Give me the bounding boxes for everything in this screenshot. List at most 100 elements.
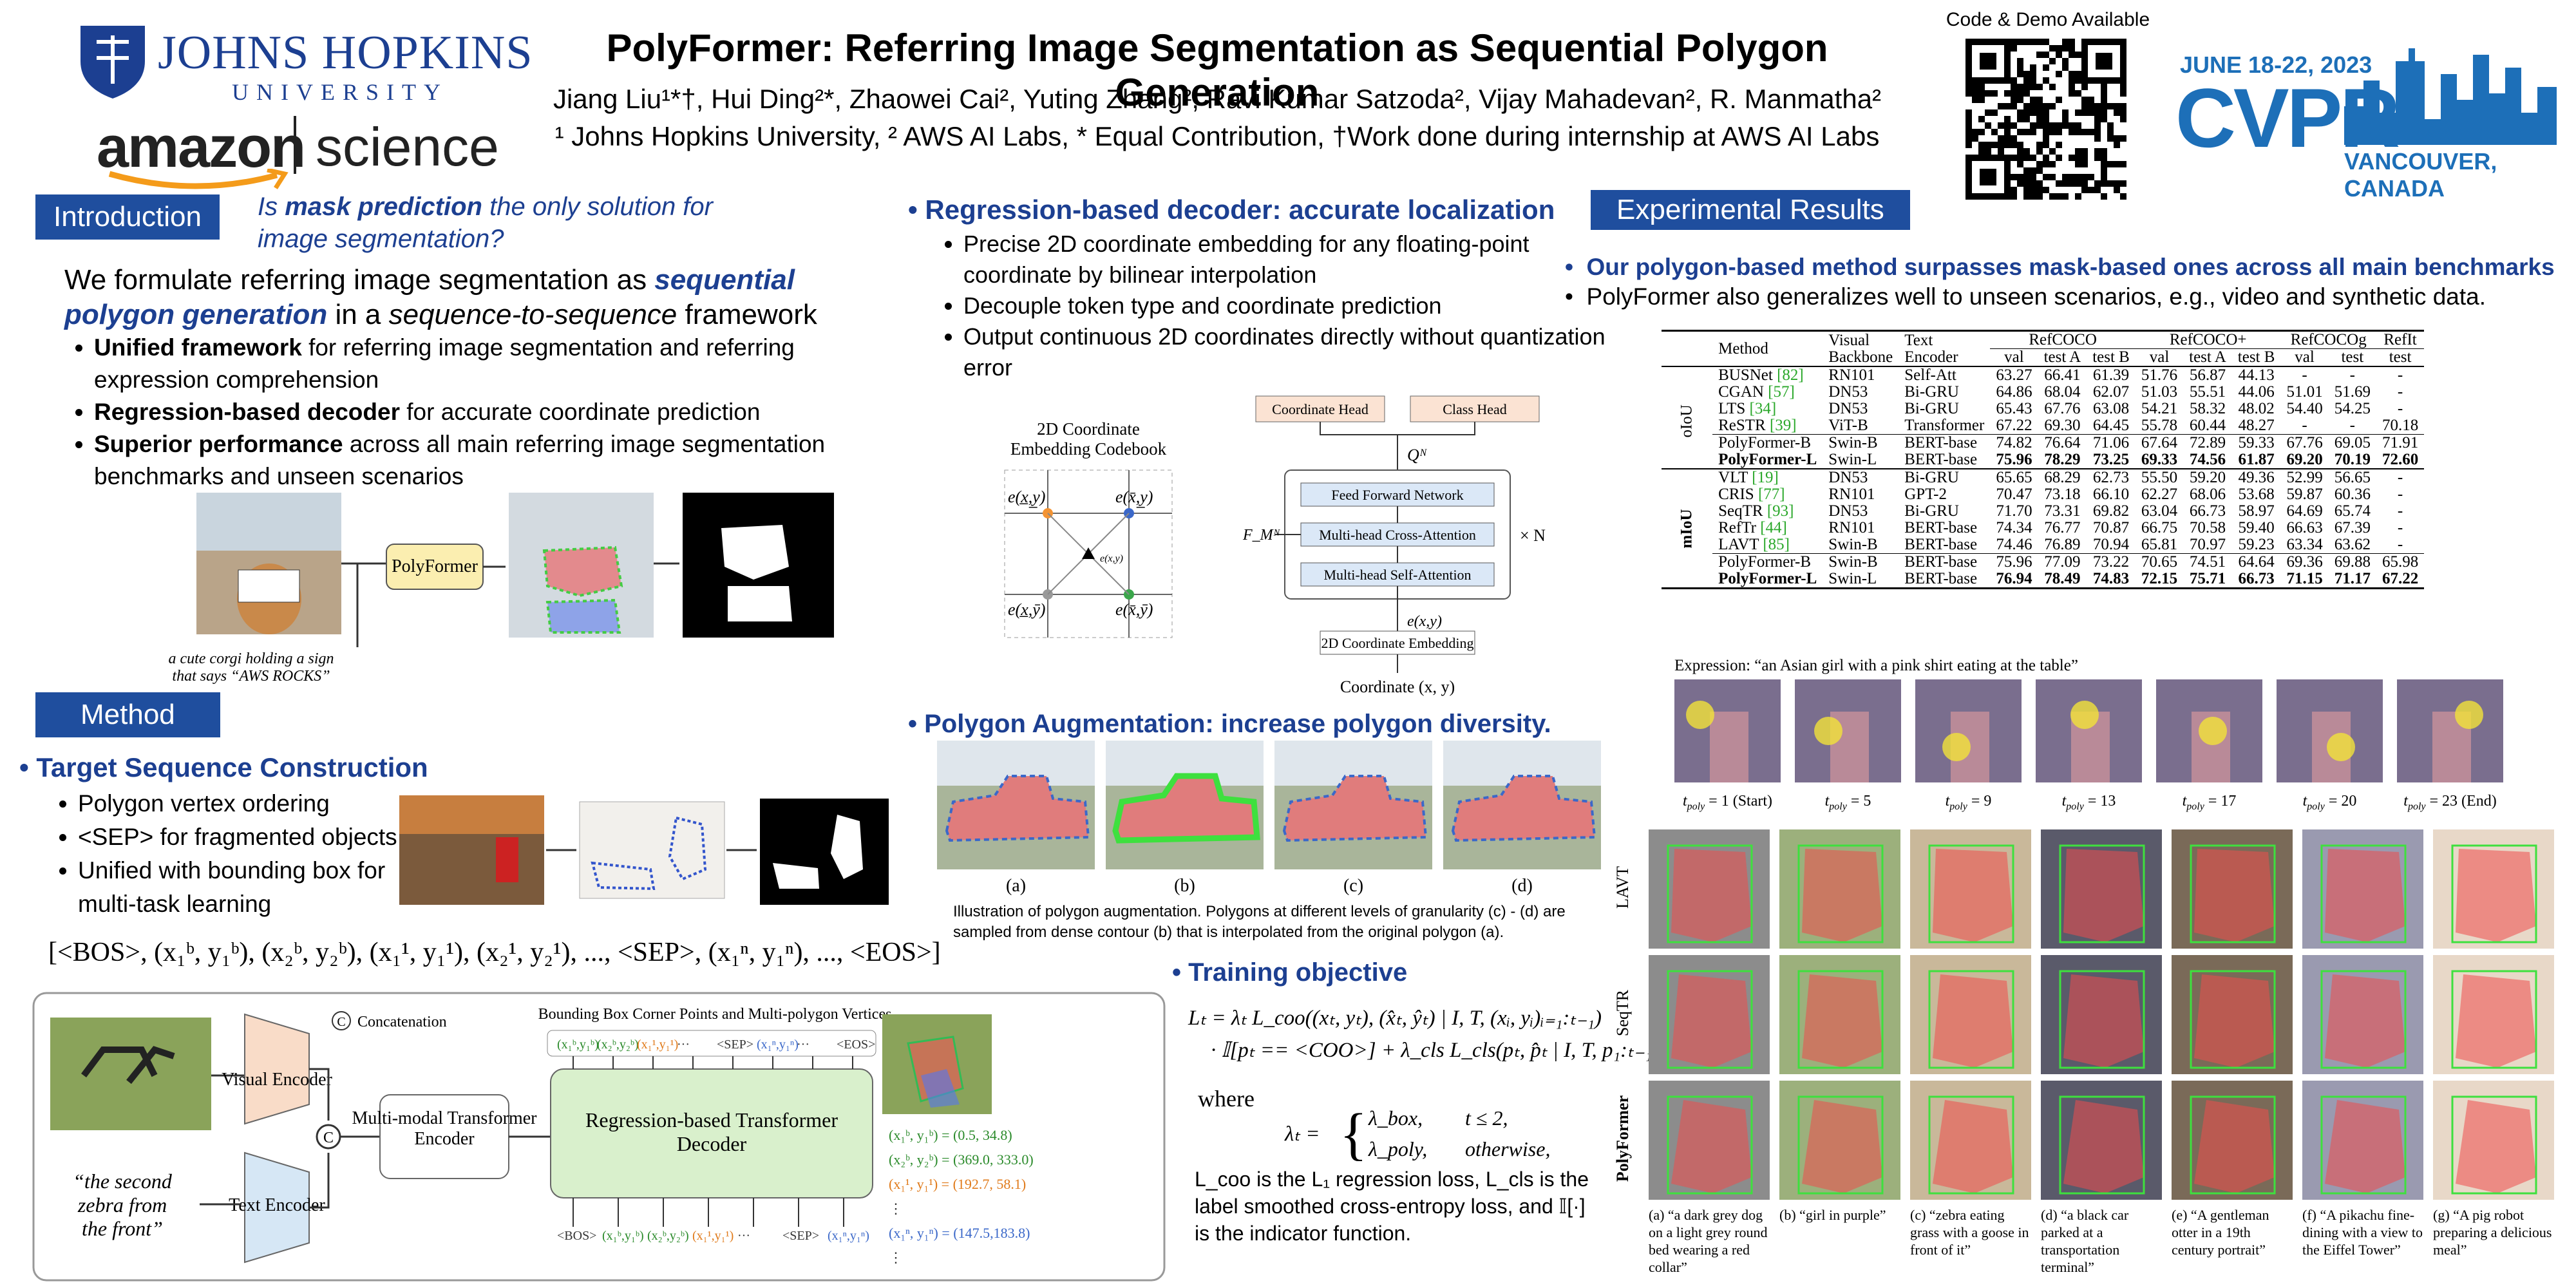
text: poly	[1687, 800, 1705, 812]
qr-module	[2075, 90, 2081, 97]
table-cell: 76.77	[2044, 519, 2081, 536]
qr-module	[2043, 174, 2049, 180]
section-heading: Introduction	[35, 194, 220, 240]
qr-module	[2017, 84, 2023, 90]
qr-module	[2036, 180, 2043, 187]
table-cell: 71.70	[1996, 502, 2032, 520]
qr-module	[1991, 142, 1998, 148]
text: t	[1682, 793, 1687, 810]
table-cell: 51.03	[2141, 383, 2178, 401]
header-row: val test A test B val test A test B val test tes…	[1662, 349, 2425, 366]
table-cell: 51.69	[2334, 383, 2371, 401]
text: PolyFormer also generalizes well to unse…	[1586, 283, 2486, 310]
method-cell: RefTr [44]	[1712, 520, 1823, 536]
text: = 5	[1846, 793, 1871, 810]
qr-module	[2023, 174, 2030, 180]
sign	[238, 569, 300, 603]
text: across all main referring image segmenta…	[94, 431, 826, 489]
qr-module	[2017, 174, 2023, 180]
figure-title: 2D Coordinate Embedding Codebook	[1010, 419, 1167, 459]
bullet: Precise 2D coordinate embedding for any …	[963, 229, 1607, 290]
bullet: <SEP> for fragmented objects	[78, 820, 439, 854]
qr-module	[2017, 71, 2023, 77]
cases: λ_box, t ≤ 2, λ_poly, otherwise,	[1368, 1103, 1550, 1164]
emphasis: sequence-to-sequence	[388, 299, 677, 330]
qr-module	[1998, 122, 2004, 129]
aug-label: (c)	[1343, 876, 1364, 896]
table-cell: 76.94	[1996, 570, 2032, 587]
emphasis: Superior performance	[94, 431, 343, 457]
table-cell: 59.87	[2286, 486, 2323, 503]
token-row: <BOS> (x₁ᵇ,y₁ᵇ) (x₂ᵇ,y₂ᵇ) (x₁¹,y₁¹) ··· <SEP>…	[557, 1198, 869, 1243]
qr-module	[1978, 97, 1985, 103]
output: (x₁ᵇ, y₁ᵇ) = (0.5, 34.8)	[889, 1127, 1012, 1143]
qr-module	[2036, 97, 2043, 103]
encoder-label: Text Encoder	[229, 1195, 325, 1215]
decoder-figure: 2D Coordinate Embedding Codebook e(x̲,y̲)…	[1004, 395, 1546, 696]
qr-module	[2036, 52, 2043, 58]
table-cell: 71.06	[2092, 434, 2130, 451]
qr-module	[2049, 103, 2056, 109]
path	[267, 169, 289, 189]
qr-module	[2049, 161, 2056, 167]
token: (x₁¹,y₁¹)	[692, 1229, 734, 1243]
table-cell: 73.18	[2044, 486, 2081, 503]
aug-image	[937, 741, 1095, 869]
qr-module	[2004, 122, 2011, 129]
symbol: Qᴺ	[1407, 446, 1428, 464]
qr-module	[2075, 193, 2081, 200]
text: t	[1945, 793, 1950, 810]
table-cell: 52.99	[2286, 469, 2323, 486]
text: Target Sequence Construction	[36, 752, 428, 782]
method-name: PolyFormer-B	[1718, 434, 1812, 451]
row-label: PolyFormer	[1613, 1095, 1632, 1182]
table-cell: GPT-2	[1904, 486, 1947, 503]
qr-module	[2114, 187, 2120, 193]
photo	[50, 1018, 211, 1130]
table-row: CRIS [77] RN101 GPT-2 70.47 73.18 66.10 62.27 6…	[1662, 486, 2424, 503]
qr-module	[2030, 77, 2036, 84]
header-cell: Visual Backbone	[1828, 331, 1893, 366]
qr-module	[2075, 174, 2081, 180]
qr-module	[1978, 116, 1985, 122]
qr-code	[1965, 39, 2126, 200]
method-cell: CGAN [57]	[1712, 384, 1823, 401]
qr-module	[2069, 180, 2075, 187]
jhu-shield	[80, 26, 145, 99]
token-row: (x₁ᵇ,y₁ᵇ)(x₂ᵇ,y₂ᵇ)(x₁¹,y₁¹)··· <SEP> (x₁ⁿ,…	[557, 1037, 875, 1069]
text: Polygon Augmentation: increase polygon d…	[924, 710, 1551, 738]
qr-module	[2017, 58, 2023, 64]
qr-module	[2043, 52, 2049, 58]
qr-module	[2094, 122, 2101, 129]
science-logo: science	[316, 117, 499, 177]
method-bullets: Polygon vertex ordering <SEP> for fragme…	[48, 787, 439, 921]
table-cell: Transformer	[1904, 417, 1985, 434]
box	[2190, 844, 2276, 943]
qr-module	[2120, 116, 2126, 122]
qr-module	[2075, 155, 2081, 161]
qr-module	[2075, 109, 2081, 116]
qr-module	[2069, 174, 2075, 180]
logo-divider	[294, 116, 296, 174]
qr-module	[2094, 109, 2101, 116]
intro-question: Is mask prediction the only solution for…	[258, 191, 773, 255]
photo-sky	[399, 795, 544, 834]
qr-module	[2030, 109, 2036, 116]
qr-module	[2011, 84, 2017, 90]
attention	[2199, 717, 2227, 745]
head-label: Class Head	[1443, 401, 1507, 417]
qr-module	[2081, 155, 2088, 161]
qr-module	[2049, 174, 2056, 180]
table-cell: 70.65	[2141, 553, 2178, 571]
method-name: PolyFormer-B	[1718, 553, 1812, 571]
head	[1255, 395, 1385, 422]
table-cell: 78.49	[2044, 570, 2081, 587]
qr-module	[2023, 103, 2030, 109]
table-row: CGAN [57] DN53 Bi-GRU 64.86 68.04 62.07 51.03 5…	[1662, 384, 2424, 401]
qr-module	[2062, 58, 2069, 64]
output: ⋮	[889, 1249, 903, 1265]
qr-module	[2036, 39, 2043, 45]
qr-module	[2081, 187, 2088, 193]
table-cell: RN101	[1828, 519, 1875, 536]
